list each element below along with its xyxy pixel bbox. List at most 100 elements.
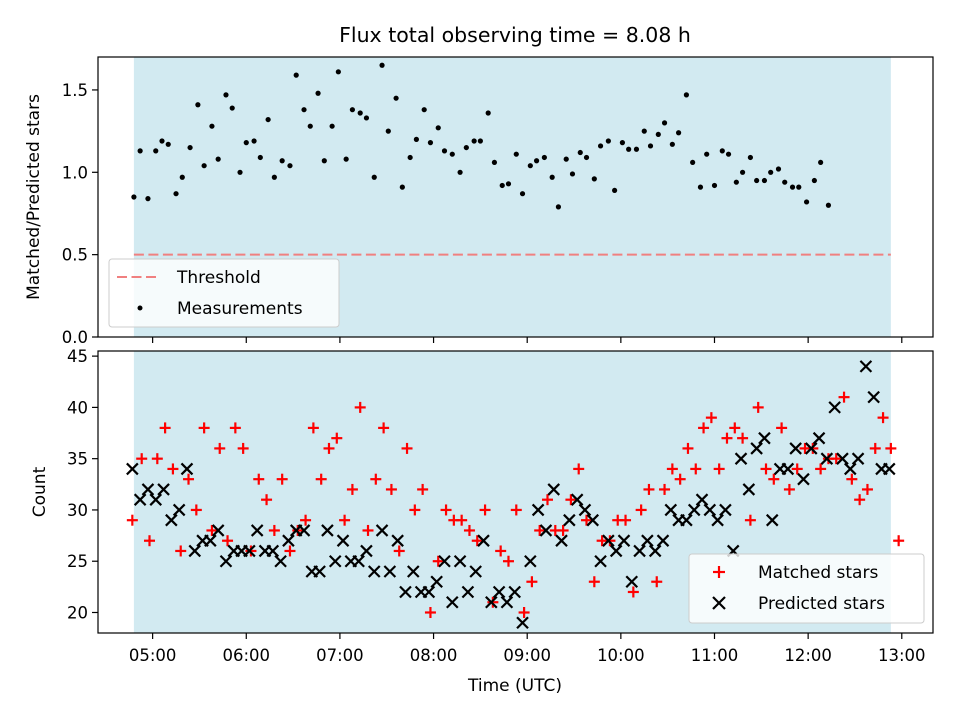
matched-star-point [417,483,429,495]
matched-star-point [378,422,390,434]
predicted-star-point [352,554,365,568]
measurement-point [407,154,413,161]
matched-star-point [705,412,717,424]
measurement-point [201,163,207,169]
measurement-point [583,154,590,161]
measurement-point [243,140,249,146]
measurement-point [519,191,526,197]
measurement-point [209,123,215,129]
predicted-star-point [804,442,818,455]
matched-stars-series [126,391,905,618]
measurement-point [782,179,788,185]
predicted-star-point [321,524,334,537]
predicted-star-point [781,462,795,476]
measurement-point [293,72,299,78]
measurement-point [499,182,505,189]
top-y-tick-label: 0.5 [62,246,88,265]
matched-star-point [159,422,171,434]
predicted-star-point [594,554,607,568]
measurement-point [307,123,313,129]
matched-star-point [463,524,475,536]
legend-matched-swatch [713,566,725,578]
measurement-point [485,110,491,116]
matched-star-point [214,442,226,454]
predicted-star-point [734,452,748,465]
matched-star-point [768,473,780,485]
bottom-x-tick-label: 09:00 [503,646,551,665]
predicted-star-point [758,431,771,445]
measurement-point [641,128,647,134]
top-y-axis: 0.0 0.5 1.0 1.5 [62,81,98,347]
matched-star-point [362,524,374,536]
matched-star-point [565,494,577,506]
matched-star-point [479,504,491,516]
matched-star-point [393,545,405,557]
measurement-point [761,177,768,184]
matched-star-point [635,504,647,516]
matched-star-point [432,555,444,567]
predicted-star-point [461,585,475,599]
matched-star-point [175,545,187,557]
matched-star-point [885,442,897,454]
matched-star-point [502,555,514,567]
measurement-point [569,171,576,177]
measurement-point [597,143,604,149]
legend-threshold-label: Threshold [176,268,261,288]
predicted-star-point [867,390,880,404]
predicted-star-point [539,524,553,537]
matched-star-point [167,463,179,475]
predicted-star-point [126,462,139,476]
measurement-point [477,138,483,144]
predicted-star-point [531,503,545,517]
top-y-tick-label: 1.0 [62,163,88,182]
measurement-point [789,184,796,190]
measurement-point [825,202,832,208]
measurement-point [457,169,463,175]
predicted-star-point [836,452,849,465]
predicted-star-point [211,524,225,537]
measurement-point [265,116,271,123]
matched-star-point [354,401,366,413]
matched-star-point [838,391,850,403]
measurement-point [775,166,782,172]
predicted-star-point [383,565,397,578]
bottom-x-tick-label: 08:00 [410,646,458,665]
predicted-star-point [641,534,654,547]
measurement-point [704,151,710,157]
matched-star-point [893,535,905,547]
measurement-point [719,148,725,154]
measurement-point [818,159,824,166]
bottom-y-tick-label: 30 [67,501,88,520]
measurement-point [329,123,335,129]
predicted-star-point [695,493,709,506]
matched-star-point [487,596,499,608]
predicted-star-point [375,524,389,537]
measurement-point [661,120,668,126]
top-y-tick-label: 0.0 [62,328,88,347]
measurement-point [421,107,427,113]
matched-star-point [698,422,710,434]
predicted-star-point [328,554,342,568]
measurement-point [527,163,533,169]
predicted-star-point [789,442,802,455]
measurement-point [690,159,696,166]
measurement-point [463,144,469,151]
matched-star-point [869,442,881,454]
measurement-point [541,154,547,161]
top-y-tick-label: 1.5 [62,81,88,100]
measurement-point [251,138,257,144]
matched-star-point [346,483,358,495]
measurement-point [195,102,201,108]
measurement-point [449,151,455,157]
matched-star-point [760,463,772,475]
measurement-point [349,107,356,113]
measurement-point [711,182,718,189]
measurement-point [165,141,171,147]
matched-star-point [424,606,436,618]
predicted-star-point [602,534,615,547]
legend-predicted-swatch [712,596,726,610]
measurement-point [435,125,441,131]
matched-star-point [604,535,616,547]
matched-star-point [526,576,538,588]
